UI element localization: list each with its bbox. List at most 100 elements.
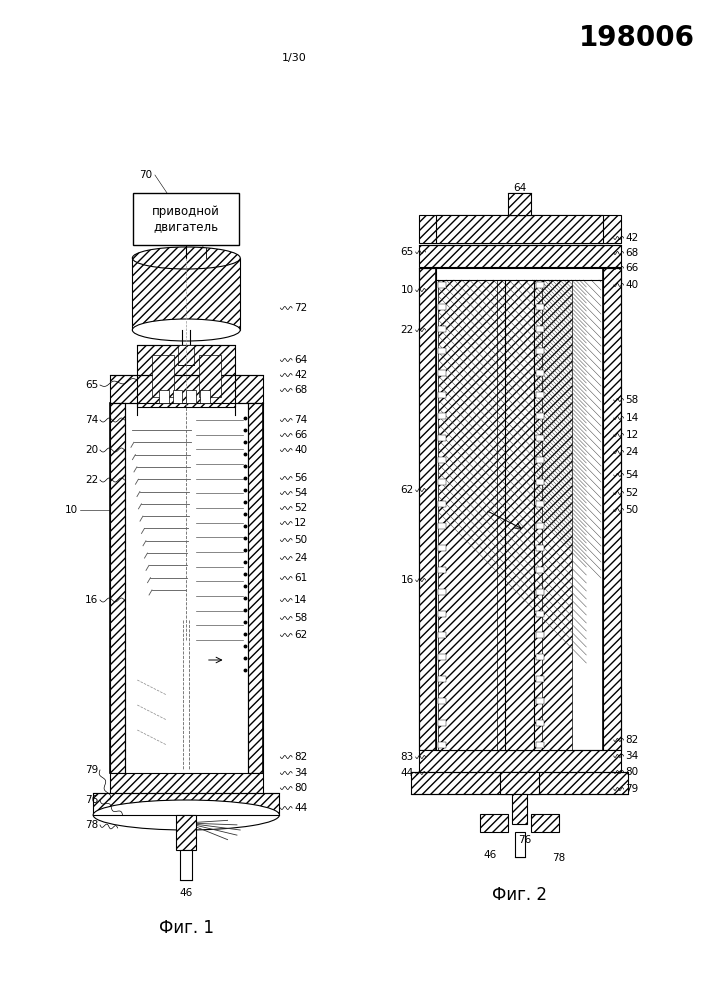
Text: 54: 54 xyxy=(626,470,638,480)
Text: 46: 46 xyxy=(180,888,193,898)
Bar xyxy=(438,523,446,529)
Text: 83: 83 xyxy=(400,752,414,762)
Bar xyxy=(438,676,446,682)
Text: 24: 24 xyxy=(294,553,308,563)
Bar xyxy=(537,435,544,441)
Bar xyxy=(438,501,446,507)
Bar xyxy=(438,392,446,398)
Text: 52: 52 xyxy=(294,503,308,513)
Bar xyxy=(537,632,544,638)
Bar xyxy=(411,772,629,794)
Bar xyxy=(515,832,525,857)
Bar xyxy=(177,815,196,850)
Text: 62: 62 xyxy=(400,485,414,495)
Bar xyxy=(537,698,544,704)
Bar xyxy=(93,793,279,815)
Text: 58: 58 xyxy=(294,613,308,623)
Bar xyxy=(537,479,544,485)
Bar xyxy=(419,245,621,267)
Ellipse shape xyxy=(132,319,240,341)
Bar xyxy=(110,773,263,798)
Bar xyxy=(508,193,532,215)
Text: 50: 50 xyxy=(294,535,308,545)
Text: 82: 82 xyxy=(626,735,638,745)
Bar xyxy=(200,390,210,403)
Bar xyxy=(436,215,603,243)
Text: 12: 12 xyxy=(294,518,308,528)
Bar xyxy=(438,567,446,573)
Text: 56: 56 xyxy=(294,473,308,483)
Text: 70: 70 xyxy=(139,170,152,180)
Bar xyxy=(537,392,544,398)
Text: 22: 22 xyxy=(400,325,414,335)
Bar xyxy=(438,435,446,441)
Bar xyxy=(537,282,544,288)
Bar xyxy=(137,345,235,407)
Text: 40: 40 xyxy=(626,280,638,290)
Text: 58: 58 xyxy=(626,395,638,405)
Bar xyxy=(199,355,221,397)
Bar xyxy=(438,720,446,726)
Ellipse shape xyxy=(132,247,240,269)
Bar xyxy=(438,479,446,485)
Bar xyxy=(132,258,240,330)
FancyBboxPatch shape xyxy=(134,193,239,245)
Text: 10: 10 xyxy=(401,285,414,295)
Bar xyxy=(419,750,621,775)
Bar xyxy=(537,720,544,726)
Text: 61: 61 xyxy=(294,573,308,583)
Bar xyxy=(419,268,436,750)
Bar xyxy=(159,390,169,403)
Bar xyxy=(438,589,446,595)
Text: 42: 42 xyxy=(294,370,308,380)
Bar xyxy=(438,282,446,288)
Bar xyxy=(537,501,544,507)
Bar xyxy=(248,403,263,773)
Text: 80: 80 xyxy=(294,783,308,793)
Text: 68: 68 xyxy=(294,385,308,395)
Text: 66: 66 xyxy=(626,263,638,273)
Text: 82: 82 xyxy=(294,752,308,762)
Text: 50: 50 xyxy=(626,505,638,515)
Text: 40: 40 xyxy=(294,445,308,455)
Text: 14: 14 xyxy=(626,413,638,423)
Text: 66: 66 xyxy=(294,430,308,440)
Bar xyxy=(438,545,446,551)
Text: 65: 65 xyxy=(400,247,414,257)
Text: 78: 78 xyxy=(552,853,566,863)
Bar xyxy=(438,326,446,332)
Bar xyxy=(152,355,173,397)
Bar xyxy=(110,375,263,403)
Ellipse shape xyxy=(93,800,279,830)
Text: 44: 44 xyxy=(400,768,414,778)
Text: 74: 74 xyxy=(294,415,308,425)
Bar xyxy=(438,457,446,463)
Bar xyxy=(537,370,544,376)
Text: 76: 76 xyxy=(518,835,531,845)
Text: 20: 20 xyxy=(85,445,98,455)
Bar xyxy=(537,523,544,529)
Bar xyxy=(500,772,539,794)
Text: 14: 14 xyxy=(294,595,308,605)
Bar xyxy=(537,413,544,419)
Bar xyxy=(438,348,446,354)
Text: 74: 74 xyxy=(85,415,98,425)
Bar xyxy=(537,348,544,354)
Bar xyxy=(438,632,446,638)
Bar xyxy=(180,850,192,880)
Text: 198006: 198006 xyxy=(579,24,695,52)
Bar xyxy=(438,280,571,750)
Bar xyxy=(438,654,446,660)
Text: 12: 12 xyxy=(626,430,638,440)
Text: 16: 16 xyxy=(85,595,98,605)
Text: 24: 24 xyxy=(626,447,638,457)
Bar xyxy=(419,215,621,243)
Bar xyxy=(438,304,446,310)
Text: 44: 44 xyxy=(294,803,308,813)
Bar xyxy=(438,698,446,704)
Text: 79: 79 xyxy=(626,784,638,794)
Bar xyxy=(537,611,544,617)
Bar xyxy=(532,814,559,832)
Text: 64: 64 xyxy=(513,183,526,193)
Bar xyxy=(110,403,124,773)
